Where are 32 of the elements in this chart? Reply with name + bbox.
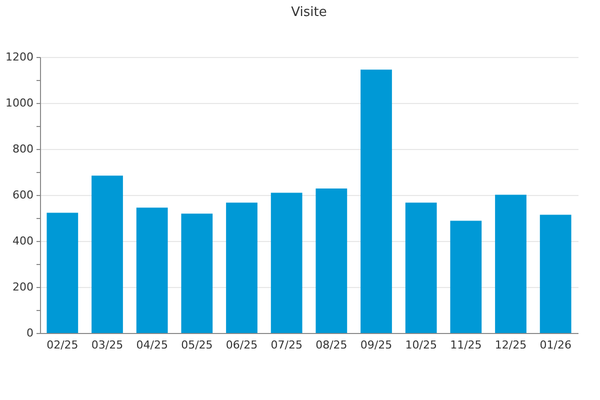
y-tick-label: 600 xyxy=(12,188,34,202)
bar xyxy=(92,176,123,333)
bar xyxy=(226,202,258,333)
bar xyxy=(316,188,348,333)
bar xyxy=(495,194,526,333)
y-tick-label: 400 xyxy=(12,234,34,248)
x-tick-label: 08/25 xyxy=(316,338,348,352)
x-tick-label: 05/25 xyxy=(181,338,213,352)
x-tick-label: 06/25 xyxy=(226,338,258,352)
bar xyxy=(136,208,168,333)
x-tick-label: 01/26 xyxy=(540,338,572,352)
bar xyxy=(540,214,572,333)
x-tick-label: 02/25 xyxy=(46,338,78,352)
bar xyxy=(46,212,78,333)
bar xyxy=(270,192,302,333)
x-tick-label: 11/25 xyxy=(450,338,482,352)
chart-title: Visite xyxy=(291,5,327,20)
x-tick-label: 07/25 xyxy=(270,338,302,352)
x-tick-label: 04/25 xyxy=(136,338,168,352)
x-tick-label: 12/25 xyxy=(494,338,527,352)
bar xyxy=(360,70,392,333)
x-tick-label: 09/25 xyxy=(360,338,392,352)
y-tick-label: 0 xyxy=(26,326,34,340)
bar xyxy=(181,214,213,333)
y-tick-label: 800 xyxy=(12,142,34,156)
x-tick-label: 10/25 xyxy=(405,338,437,352)
y-tick-label: 1000 xyxy=(6,96,34,110)
y-tick-label: 1200 xyxy=(6,50,34,64)
bar xyxy=(450,220,482,333)
y-tick-label: 200 xyxy=(12,280,34,294)
bar xyxy=(405,202,437,333)
x-tick-label: 03/25 xyxy=(91,338,124,352)
